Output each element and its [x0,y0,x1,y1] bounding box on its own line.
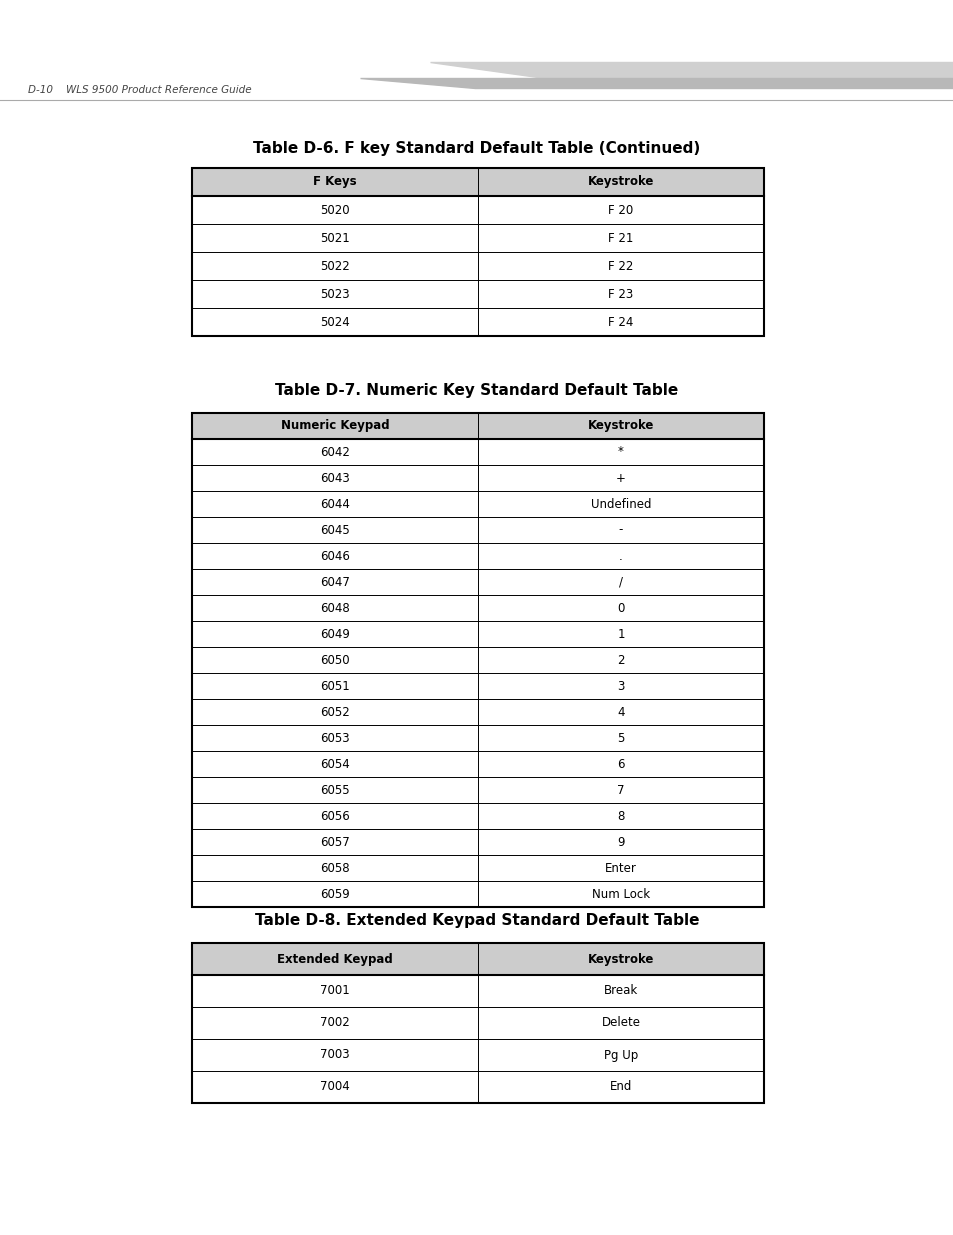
Bar [192,944,763,1103]
Text: 7002: 7002 [320,1016,350,1030]
Text: *: * [618,446,623,458]
Text: 6046: 6046 [319,550,350,562]
Text: 6049: 6049 [319,627,350,641]
Text: 5024: 5024 [320,315,350,329]
Text: 5021: 5021 [320,231,350,245]
Text: F 23: F 23 [608,288,633,300]
Text: 6054: 6054 [320,757,350,771]
Bar [192,944,763,974]
Text: Numeric Keypad: Numeric Keypad [280,420,389,432]
Text: 7004: 7004 [320,1081,350,1093]
Text: 0: 0 [617,601,624,615]
Text: 6047: 6047 [319,576,350,589]
Text: Break: Break [603,984,638,998]
Bar [192,412,763,906]
Text: Num Lock: Num Lock [591,888,649,900]
Text: 6: 6 [617,757,624,771]
Bar [192,412,763,438]
Text: D-10    WLS 9500 Product Reference Guide: D-10 WLS 9500 Product Reference Guide [28,85,252,95]
Text: 6053: 6053 [320,731,350,745]
Text: Keystroke: Keystroke [587,175,654,189]
Text: 6048: 6048 [320,601,350,615]
Text: 5020: 5020 [320,204,350,216]
Bar [192,168,763,336]
Text: 7: 7 [617,783,624,797]
Text: 3: 3 [617,679,624,693]
Bar [192,412,763,906]
Text: Table D-8. Extended Keypad Standard Default Table: Table D-8. Extended Keypad Standard Defa… [254,913,699,927]
Text: 6057: 6057 [320,836,350,848]
Text: Extended Keypad: Extended Keypad [276,952,393,966]
Bar [192,168,763,196]
Text: 6050: 6050 [320,653,350,667]
Text: Delete: Delete [601,1016,639,1030]
Polygon shape [430,62,953,78]
Text: 6044: 6044 [319,498,350,510]
Bar [192,168,763,336]
Text: 5: 5 [617,731,624,745]
Text: F 21: F 21 [608,231,633,245]
Text: Pg Up: Pg Up [603,1049,638,1062]
Text: 6045: 6045 [320,524,350,536]
Text: -: - [618,524,622,536]
Text: F 24: F 24 [608,315,633,329]
Text: 6056: 6056 [320,809,350,823]
Text: 5023: 5023 [320,288,350,300]
Text: End: End [609,1081,632,1093]
Text: Table D-6. F key Standard Default Table (Continued): Table D-6. F key Standard Default Table … [253,141,700,156]
Text: 9: 9 [617,836,624,848]
Text: F Keys: F Keys [313,175,356,189]
Text: 6042: 6042 [319,446,350,458]
Text: 4: 4 [617,705,624,719]
Text: F 20: F 20 [608,204,633,216]
Text: 6058: 6058 [320,862,350,874]
Text: 7003: 7003 [320,1049,350,1062]
Text: 5022: 5022 [320,259,350,273]
Text: F 22: F 22 [608,259,633,273]
Text: 6059: 6059 [320,888,350,900]
Text: 1: 1 [617,627,624,641]
Text: 8: 8 [617,809,624,823]
Text: /: / [618,576,622,589]
Text: Keystroke: Keystroke [587,952,654,966]
Text: 6055: 6055 [320,783,350,797]
Text: Enter: Enter [604,862,637,874]
Text: 6051: 6051 [320,679,350,693]
Text: Table D-7. Numeric Key Standard Default Table: Table D-7. Numeric Key Standard Default … [275,383,678,398]
Bar [192,944,763,1103]
Text: 6052: 6052 [320,705,350,719]
Text: 2: 2 [617,653,624,667]
Text: .: . [618,550,622,562]
Text: 7001: 7001 [320,984,350,998]
Text: Undefined: Undefined [590,498,651,510]
Text: Keystroke: Keystroke [587,420,654,432]
Polygon shape [359,78,953,88]
Text: 6043: 6043 [320,472,350,484]
Text: +: + [616,472,625,484]
